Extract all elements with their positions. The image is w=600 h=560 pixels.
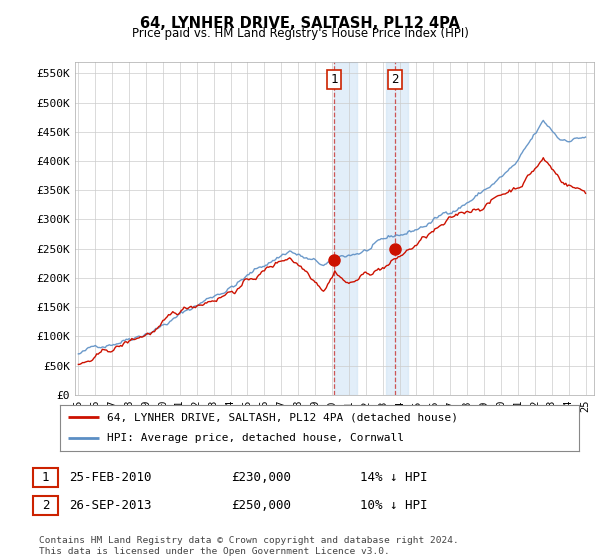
- Bar: [334, 62, 358, 395]
- Text: Price paid vs. HM Land Registry's House Price Index (HPI): Price paid vs. HM Land Registry's House …: [131, 27, 469, 40]
- Text: 1: 1: [42, 470, 49, 484]
- Text: 2: 2: [392, 73, 399, 86]
- Text: £250,000: £250,000: [231, 498, 291, 512]
- Text: HPI: Average price, detached house, Cornwall: HPI: Average price, detached house, Corn…: [107, 433, 404, 444]
- Text: 10% ↓ HPI: 10% ↓ HPI: [360, 498, 427, 512]
- Text: 14% ↓ HPI: 14% ↓ HPI: [360, 470, 427, 484]
- Text: 26-SEP-2013: 26-SEP-2013: [69, 498, 151, 512]
- Text: 1: 1: [330, 73, 338, 86]
- Text: 25-FEB-2010: 25-FEB-2010: [69, 470, 151, 484]
- Text: 64, LYNHER DRIVE, SALTASH, PL12 4PA (detached house): 64, LYNHER DRIVE, SALTASH, PL12 4PA (det…: [107, 412, 458, 422]
- Text: £230,000: £230,000: [231, 470, 291, 484]
- Text: 2: 2: [42, 498, 49, 512]
- Bar: [386, 62, 408, 395]
- Text: Contains HM Land Registry data © Crown copyright and database right 2024.
This d: Contains HM Land Registry data © Crown c…: [39, 536, 459, 556]
- Text: 64, LYNHER DRIVE, SALTASH, PL12 4PA: 64, LYNHER DRIVE, SALTASH, PL12 4PA: [140, 16, 460, 31]
